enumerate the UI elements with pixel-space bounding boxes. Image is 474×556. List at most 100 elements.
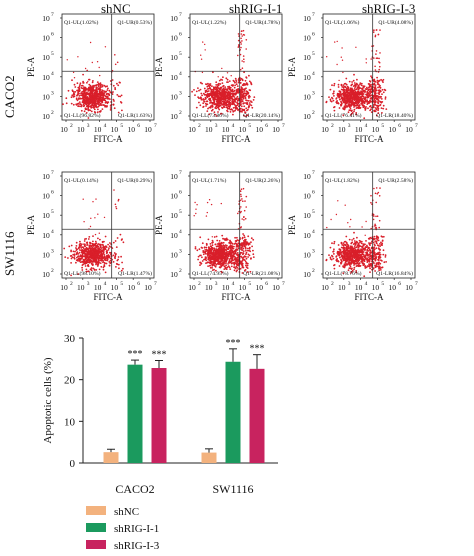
event-dot <box>352 96 354 99</box>
event-dot <box>94 217 96 219</box>
event-dot <box>198 101 200 104</box>
event-dot <box>249 250 252 253</box>
event-dot <box>81 269 84 271</box>
event-dot <box>345 90 348 92</box>
y-tick-label: 10 <box>170 250 178 259</box>
event-dot <box>103 90 105 92</box>
event-dot <box>351 239 353 241</box>
event-dot <box>205 246 208 249</box>
event-dot <box>200 254 202 257</box>
event-dot <box>100 247 103 250</box>
event-dot <box>222 262 225 265</box>
event-dot <box>239 110 242 113</box>
event-dot <box>366 86 368 89</box>
event-dot <box>247 247 249 250</box>
panel-frame <box>322 13 416 121</box>
event-dot <box>80 109 83 112</box>
event-dot <box>253 96 256 98</box>
event-dot <box>342 114 345 116</box>
event-dot <box>234 98 237 101</box>
event-dot <box>62 103 64 106</box>
event-dot <box>219 266 222 268</box>
event-dot <box>374 84 377 86</box>
x-tick-label: 10 <box>111 125 119 134</box>
event-dot <box>109 105 112 107</box>
event-dot <box>220 112 223 115</box>
x-tick-exponent: 4 <box>104 123 107 129</box>
event-dot <box>117 84 120 87</box>
event-dot <box>370 75 372 77</box>
x-tick-exponent: 5 <box>381 123 384 129</box>
event-dot <box>204 93 207 96</box>
event-dot <box>103 104 106 107</box>
event-dot <box>97 237 99 240</box>
x-tick-label: 10 <box>222 125 230 134</box>
event-dot <box>357 256 360 259</box>
event-dot <box>379 95 381 98</box>
event-dot <box>208 85 211 88</box>
event-dot <box>121 238 123 241</box>
event-dot <box>87 109 90 112</box>
event-dot <box>243 71 246 74</box>
event-dot <box>376 79 379 82</box>
event-dot <box>235 98 238 101</box>
event-dot <box>227 254 230 257</box>
event-dot <box>101 108 104 110</box>
x-tick-exponent: 3 <box>87 281 90 287</box>
event-dot <box>241 67 244 69</box>
x-tick-label: 10 <box>338 125 346 134</box>
event-dot <box>351 99 354 102</box>
y-tick-label: 10 <box>303 53 311 62</box>
event-dot <box>232 252 235 255</box>
event-dot <box>365 266 368 269</box>
event-dot <box>339 98 341 101</box>
event-dot <box>218 240 221 242</box>
event-dot <box>217 83 219 86</box>
event-dot <box>226 244 228 247</box>
event-dot <box>369 267 371 270</box>
event-dot <box>92 99 95 101</box>
event-dot <box>84 245 87 248</box>
y-tick-label: 10 <box>170 172 178 181</box>
event-dot <box>236 249 239 251</box>
event-dot <box>363 275 366 278</box>
event-dot <box>250 81 252 84</box>
event-dot <box>104 105 107 107</box>
x-axis-label: FITC-A <box>94 134 124 144</box>
event-dot <box>236 252 239 254</box>
event-dot <box>344 250 346 253</box>
event-dot <box>333 106 335 109</box>
event-dot <box>336 63 338 66</box>
event-dot <box>377 80 380 83</box>
event-dot <box>243 236 246 239</box>
event-dot <box>87 238 90 240</box>
event-dot <box>243 88 246 90</box>
event-dot <box>84 255 87 258</box>
event-dot <box>116 61 119 64</box>
event-dot <box>345 83 348 86</box>
event-dot <box>92 235 94 238</box>
event-dot <box>378 83 380 86</box>
event-dot <box>374 244 376 247</box>
event-dot <box>361 91 364 93</box>
event-dot <box>230 245 233 248</box>
event-dot <box>212 97 215 99</box>
event-dot <box>65 102 68 105</box>
event-dot <box>244 79 247 82</box>
event-dot <box>346 91 349 94</box>
event-dot <box>242 187 245 190</box>
event-dot <box>352 249 355 252</box>
event-dot <box>241 198 243 200</box>
event-dot <box>101 243 104 246</box>
event-dot <box>95 84 98 87</box>
event-dot <box>385 261 387 263</box>
event-dot <box>232 255 235 258</box>
event-dot <box>357 253 360 256</box>
event-dot <box>195 90 198 93</box>
x-tick-label: 10 <box>94 283 102 292</box>
event-dot <box>214 106 217 109</box>
event-dot <box>356 259 359 261</box>
event-dot <box>242 240 245 242</box>
event-dot <box>353 94 356 96</box>
event-dot <box>215 94 217 97</box>
